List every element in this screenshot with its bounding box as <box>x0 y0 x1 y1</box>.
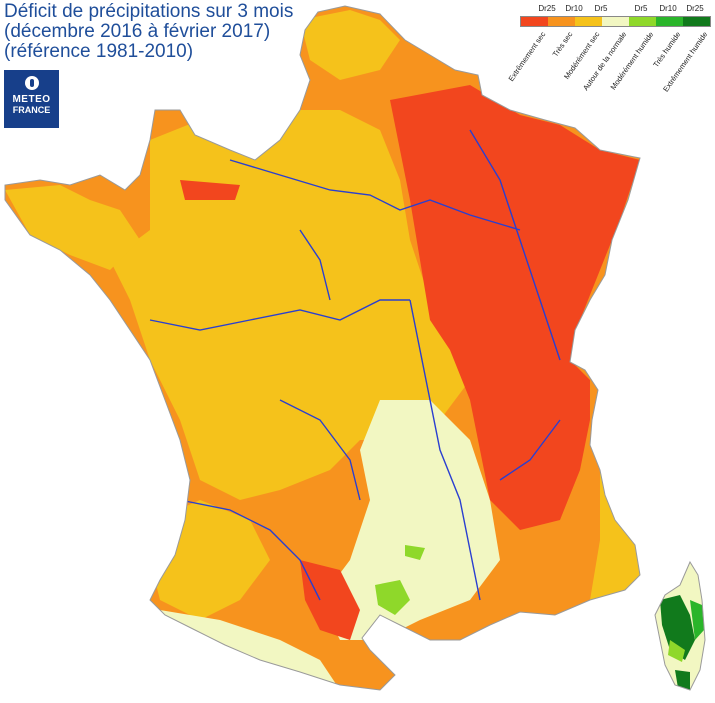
legend-swatch <box>575 17 602 26</box>
legend-code: Dr5 <box>594 4 608 13</box>
region-moderement-sec-brittany <box>5 185 140 270</box>
river <box>469 129 561 361</box>
title-line-2: (décembre 2016 à février 2017) <box>4 21 271 42</box>
region-moderement-humide-corsica <box>668 640 685 662</box>
region-moderement-humide-2 <box>405 545 425 560</box>
river <box>409 299 481 601</box>
legend-swatch <box>683 17 710 26</box>
region-extremement-sec-toulouse <box>300 560 360 640</box>
region-normale-south <box>320 400 500 640</box>
river <box>179 499 321 601</box>
legend: Dr25 Dr10 Dr5 Dr5 Dr10 Dr25 Extrêmement … <box>507 4 712 94</box>
river <box>149 299 410 331</box>
logo-text-2: FRANCE <box>12 105 51 115</box>
river <box>299 229 331 301</box>
region-moderement-humide <box>375 580 410 615</box>
legend-code: Dr10 <box>659 4 677 13</box>
legend-swatch <box>629 17 656 26</box>
legend-swatch <box>656 17 683 26</box>
legend-code: Dr5 <box>634 4 648 13</box>
title-line-3: (référence 1981-2010) <box>4 41 194 62</box>
region-extremement-humide <box>660 595 695 660</box>
legend-swatch <box>548 17 575 26</box>
region-moderement-sec-north <box>300 10 400 80</box>
river <box>279 399 361 501</box>
meteo-france-emblem-icon <box>24 76 39 90</box>
map-title: Déficit de précipitations sur 3 mois (dé… <box>4 2 293 62</box>
river-network <box>149 129 561 601</box>
logo-text-1: METEO <box>12 94 51 105</box>
region-extremement-humide-south <box>675 670 690 690</box>
river <box>499 419 561 481</box>
legend-swatch <box>602 17 629 26</box>
region-extremement-sec-normandy <box>180 180 240 200</box>
region-extremement-sec-east <box>390 85 640 530</box>
legend-code: Dr10 <box>565 4 583 13</box>
meteo-france-logo: METEO FRANCE <box>4 70 59 128</box>
river <box>229 159 521 231</box>
region-tres-humide <box>690 600 704 640</box>
legend-swatch <box>521 17 548 26</box>
title-line-1: Déficit de précipitations sur 3 mois <box>4 1 294 22</box>
legend-codes: Dr25 Dr10 Dr5 Dr5 Dr10 Dr25 <box>520 4 712 16</box>
legend-code: Dr25 <box>538 4 556 13</box>
legend-code: Dr25 <box>686 4 704 13</box>
legend-color-bar <box>520 16 711 27</box>
